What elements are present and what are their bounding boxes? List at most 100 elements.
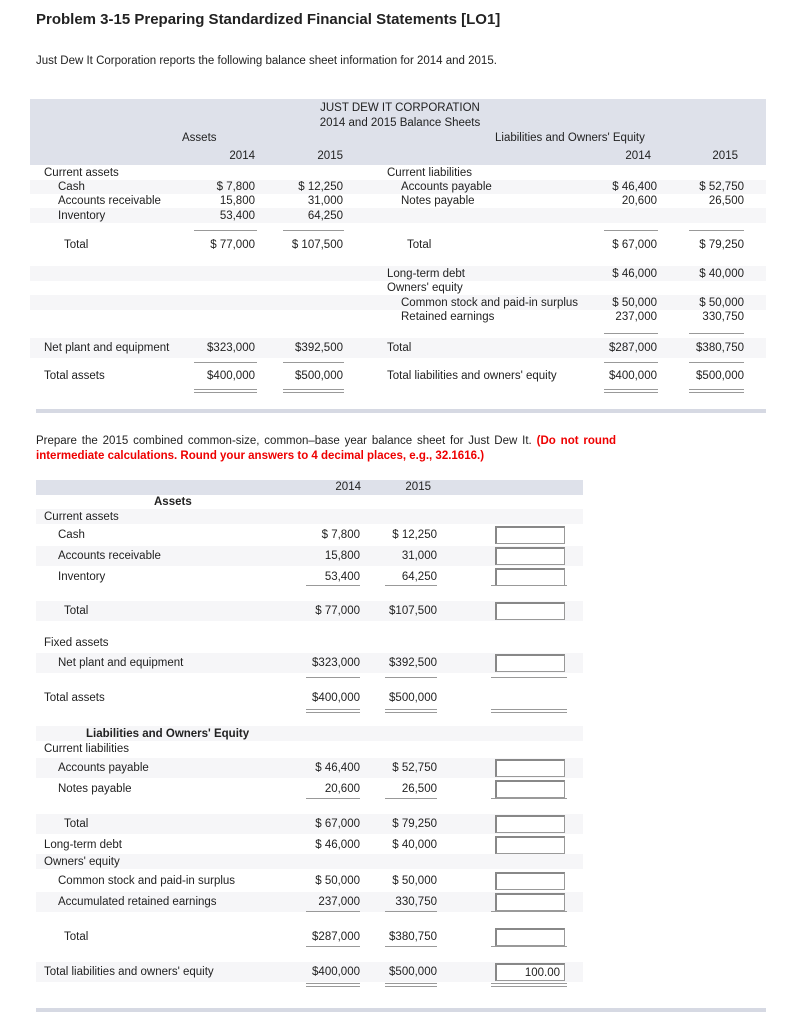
rule-line xyxy=(491,911,567,912)
value-2014: $323,000 xyxy=(207,342,255,354)
common-size-input[interactable] xyxy=(495,568,565,586)
rule-line xyxy=(604,333,658,334)
balance-sheet-row: Net plant and equipment $323,000 $392,500 T… xyxy=(30,338,766,358)
common-size-input[interactable] xyxy=(495,815,565,833)
balance-sheet-row: Owners' equity xyxy=(30,281,766,295)
balance-sheet-row: Current assets Current liabilities xyxy=(30,166,766,180)
value-2015: $392,500 xyxy=(389,657,437,669)
row-label: Total xyxy=(407,239,432,251)
double-rule xyxy=(604,389,658,393)
balance-sheet-row: Inventory 53,400 64,250 xyxy=(30,208,766,223)
balance-sheet-row: Accounts receivable 15,800 31,000 Notes pay… xyxy=(30,194,766,208)
year-header: 2014 xyxy=(229,150,255,162)
common-size-input[interactable] xyxy=(495,928,565,946)
balance-sheet-row: Common stock and paid-in surplus $ 50,000… xyxy=(30,295,766,310)
value-2014: $ 77,000 xyxy=(315,605,360,617)
assets-header: Assets xyxy=(182,132,217,144)
row-label: Current assets xyxy=(44,510,119,523)
rule-line xyxy=(689,362,744,363)
rule-line xyxy=(689,333,744,334)
rule-line xyxy=(491,946,567,947)
balance-sheet-header: JUST DEW IT CORPORATION 2014 and 2015 Ba… xyxy=(30,99,766,165)
answer-row: Inventory 53,400 64,250 xyxy=(36,567,583,587)
value-2014: 237,000 xyxy=(615,311,657,323)
row-label: Assets xyxy=(154,495,192,508)
value-2014: $287,000 xyxy=(609,342,657,354)
common-size-input[interactable] xyxy=(495,654,565,672)
double-rule xyxy=(306,983,360,987)
value-2014: $ 7,800 xyxy=(321,529,360,541)
answer-row: Fixed assets xyxy=(36,635,583,650)
common-size-input[interactable] xyxy=(495,547,565,565)
value-2015: $500,000 xyxy=(696,370,744,382)
value-2015: 64,250 xyxy=(307,209,343,222)
value-2015: $380,750 xyxy=(389,931,437,943)
section-divider xyxy=(36,1008,766,1012)
row-label: Net plant and equipment xyxy=(58,657,184,669)
row-label: Total assets xyxy=(44,370,105,382)
common-size-input[interactable] xyxy=(495,780,565,798)
common-size-input[interactable] xyxy=(495,526,565,544)
rule-line xyxy=(491,798,567,799)
row-label: Total xyxy=(64,239,89,251)
rule-line xyxy=(604,230,658,231)
value-2015: $ 52,750 xyxy=(392,762,437,774)
row-label: Retained earnings xyxy=(401,311,495,323)
value-2015: $ 40,000 xyxy=(392,839,437,851)
value-2015: 26,500 xyxy=(401,783,437,795)
value-2015: $ 52,750 xyxy=(699,181,744,193)
value-2014: 53,400 xyxy=(219,209,255,222)
row-label: Notes payable xyxy=(58,783,132,795)
row-label: Owners' equity xyxy=(387,282,463,294)
common-size-input[interactable] xyxy=(495,602,565,620)
value-2015: 64,250 xyxy=(401,571,437,583)
common-size-input[interactable]: 100.00 xyxy=(495,963,565,981)
value-2015: $392,500 xyxy=(295,342,343,354)
row-label: Accumulated retained earnings xyxy=(58,896,217,908)
value-2015: $500,000 xyxy=(295,370,343,382)
answer-row: Total $287,000 $380,750 xyxy=(36,927,583,947)
year-header: 2014 xyxy=(335,481,361,493)
answer-row: Cash $ 7,800 $ 12,250 xyxy=(36,525,583,545)
answer-row: Long-term debt $ 46,000 $ 40,000 xyxy=(36,835,583,855)
double-rule xyxy=(283,389,344,393)
value-2015: $ 79,250 xyxy=(392,818,437,830)
value-2014: $323,000 xyxy=(312,657,360,669)
common-size-input[interactable] xyxy=(495,893,565,911)
answer-row: Accounts receivable 15,800 31,000 xyxy=(36,546,583,566)
rule-line xyxy=(306,798,360,799)
row-label: Inventory xyxy=(58,209,106,222)
common-size-input[interactable] xyxy=(495,836,565,854)
common-size-input[interactable] xyxy=(495,759,565,777)
row-label: Total xyxy=(387,342,412,354)
row-label: Accounts receivable xyxy=(58,195,161,207)
answer-header: 2014 2015 xyxy=(36,480,583,495)
value-2014: $ 7,800 xyxy=(216,181,255,193)
value-2014: 20,600 xyxy=(324,783,360,795)
value-2015: $ 12,250 xyxy=(298,181,343,193)
rule-line xyxy=(306,946,360,947)
value-2015: $500,000 xyxy=(389,692,437,704)
answer-row: Net plant and equipment $323,000 $392,500 xyxy=(36,653,583,673)
instructions-note: (Do not round intermediate calculations.… xyxy=(36,435,617,462)
instructions-text: Prepare the 2015 combined common-size, c… xyxy=(36,435,532,447)
answer-row: Assets xyxy=(36,494,583,509)
rule-line xyxy=(385,585,437,586)
double-rule xyxy=(306,709,360,713)
balance-sheet-row: Total assets $400,000 $500,000 Total liabil… xyxy=(30,367,766,385)
value-2015: $107,500 xyxy=(389,605,437,617)
value-2015: 31,000 xyxy=(401,550,437,562)
double-rule xyxy=(491,709,567,713)
rule-line xyxy=(306,585,360,586)
value-2015: 330,750 xyxy=(395,896,437,908)
common-size-input[interactable] xyxy=(495,872,565,890)
value-2015: $ 50,000 xyxy=(392,875,437,887)
value-2014: $ 46,400 xyxy=(315,762,360,774)
value-2014: 237,000 xyxy=(318,896,360,908)
intro-text: Just Dew It Corporation reports the foll… xyxy=(36,55,497,67)
value-2015: $ 40,000 xyxy=(699,267,744,280)
value-2015: $ 79,250 xyxy=(699,239,744,251)
value-2014: $ 67,000 xyxy=(315,818,360,830)
double-rule xyxy=(385,709,437,713)
value-2014: $ 46,000 xyxy=(315,839,360,851)
